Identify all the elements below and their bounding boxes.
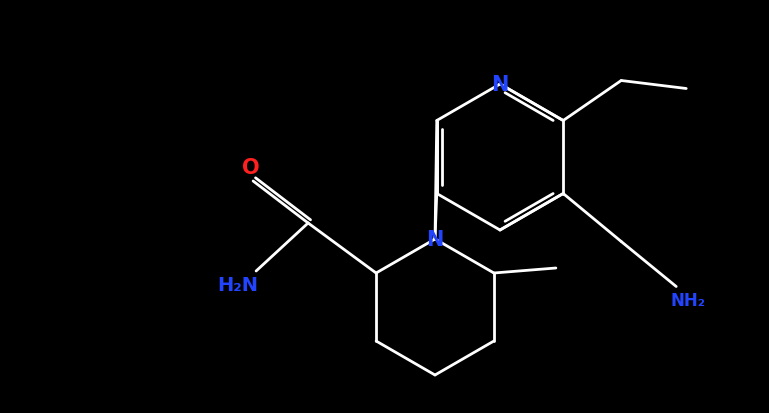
Text: O: O — [242, 158, 260, 178]
Text: N: N — [491, 75, 508, 95]
Text: N: N — [426, 230, 444, 249]
Text: H₂N: H₂N — [218, 276, 258, 295]
Text: NH₂: NH₂ — [671, 292, 706, 310]
